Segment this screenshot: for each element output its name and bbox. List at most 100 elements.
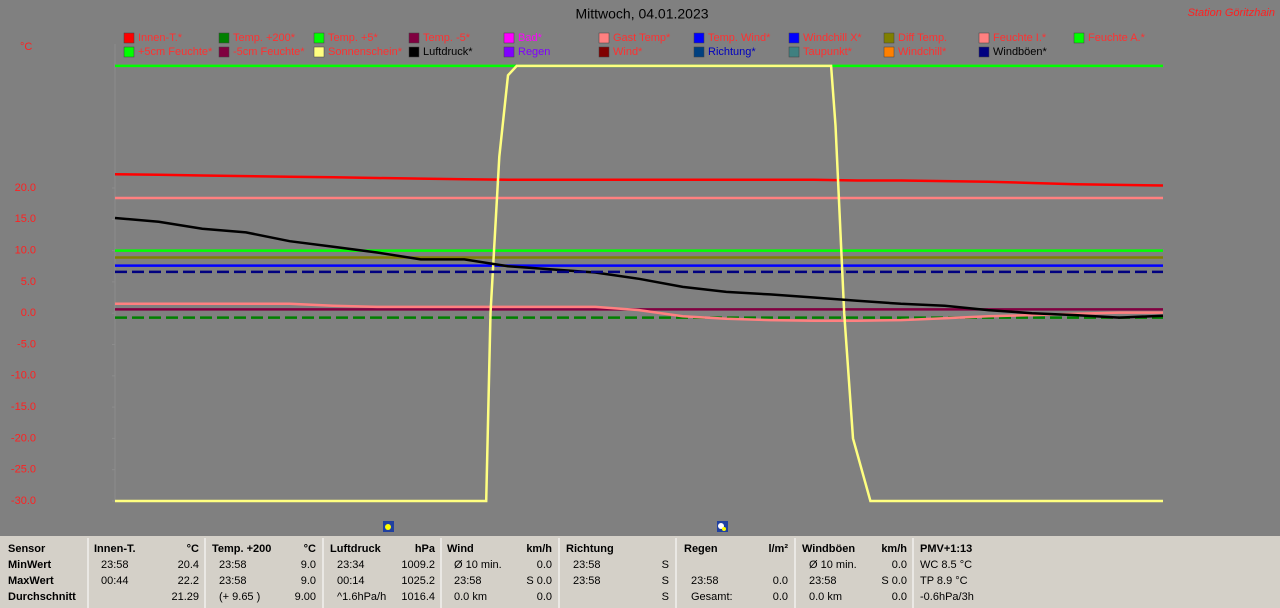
legend-label: Windböen*: [993, 46, 1048, 58]
legend-swatch: [313, 46, 325, 58]
series-line: [115, 64, 1163, 503]
y-tick-label: 5.0: [21, 276, 36, 288]
legend-label: Diff Temp.: [898, 32, 947, 44]
legend-swatch: [978, 32, 990, 44]
table-cell: Gesamt:: [691, 591, 733, 603]
table-cell: WC 8.5 °C: [920, 559, 972, 571]
legend-swatch: [693, 32, 705, 44]
table-cell: 9.00: [295, 591, 316, 603]
table-cell: ^1.6hPa/h: [337, 591, 386, 603]
table-unit: l/m²: [768, 543, 788, 555]
legend-label: Temp. +5*: [328, 32, 379, 44]
legend-label: Gast Temp*: [613, 32, 671, 44]
legend-label: Windchill X*: [803, 32, 862, 44]
table-header: Luftdruck: [330, 543, 382, 555]
legend-label: Temp. +200*: [233, 32, 296, 44]
legend-swatch: [218, 46, 230, 58]
table-cell: 0.0: [892, 559, 907, 571]
legend-label: Luftdruck*: [423, 46, 473, 58]
legend-label: Taupunkt*: [803, 46, 853, 58]
legend-swatch: [503, 46, 515, 58]
table-cell: 23:58: [573, 575, 601, 587]
table-cell: 23:58: [809, 575, 837, 587]
table-cell: 0.0 km: [454, 591, 487, 603]
legend-label: Regen: [518, 46, 550, 58]
table-cell: (+ 9.65 ): [219, 591, 260, 603]
legend-label: -5cm Feuchte*: [233, 46, 305, 58]
table-cell: 1009.2: [401, 559, 435, 571]
legend-swatch: [1073, 32, 1085, 44]
table-cell: TP 8.9 °C: [920, 575, 968, 587]
table-cell: MaxWert: [8, 575, 54, 587]
sun-icon: [383, 521, 394, 532]
table-cell: 23:58: [219, 575, 247, 587]
table-unit: °C: [304, 543, 316, 555]
table-header: PMV+1:13: [920, 543, 972, 555]
series-line: [114, 172, 1164, 187]
legend-swatch: [598, 46, 610, 58]
legend-swatch: [408, 32, 420, 44]
table-unit: km/h: [881, 543, 907, 555]
y-tick-label: 0.0: [21, 307, 36, 319]
table-cell: S: [662, 591, 669, 603]
moon-icon: [717, 521, 728, 532]
legend-label: +5cm Feuchte*: [138, 46, 213, 58]
table-cell: S 0.0: [526, 575, 552, 587]
table-cell: Durchschnitt: [8, 591, 76, 603]
table-cell: Ø 10 min.: [809, 559, 857, 571]
legend-label: Innen-T.*: [138, 32, 183, 44]
y-tick-label: 10.0: [15, 244, 36, 256]
table-cell: Ø 10 min.: [454, 559, 502, 571]
table-cell: 23:58: [219, 559, 247, 571]
legend-swatch: [313, 32, 325, 44]
table-cell: 23:58: [454, 575, 482, 587]
table-unit: hPa: [415, 543, 436, 555]
table-cell: 1016.4: [401, 591, 435, 603]
table-cell: 00:14: [337, 575, 365, 587]
table-cell: 0.0: [773, 575, 788, 587]
table-cell: 20.4: [178, 559, 199, 571]
chart-title: Mittwoch, 04.01.2023: [575, 6, 708, 22]
table-header: Sensor: [8, 543, 46, 555]
table-background: [0, 536, 1280, 608]
table-unit: °C: [187, 543, 199, 555]
table-header: Windböen: [802, 543, 855, 555]
table-header: Wind: [447, 543, 474, 555]
table-cell: 0.0: [892, 591, 907, 603]
table-cell: 9.0: [301, 575, 316, 587]
legend-swatch: [598, 32, 610, 44]
table-cell: 21.29: [171, 591, 199, 603]
legend-swatch: [978, 46, 990, 58]
legend-label: Windchill*: [898, 46, 947, 58]
series-line: [115, 302, 1163, 322]
table-cell: 23:58: [691, 575, 719, 587]
table-cell: 23:58: [101, 559, 129, 571]
y-tick-label: -15.0: [11, 401, 36, 413]
stats-table: Sensor MinWert MaxWert Durchschnitt Innen-T.…: [8, 538, 974, 608]
legend-swatch: [503, 32, 515, 44]
table-cell: 0.0: [537, 559, 552, 571]
table-cell: 9.0: [301, 559, 316, 571]
table-cell: 0.0: [773, 591, 788, 603]
series-line: [114, 216, 1164, 319]
table-cell: 23:58: [573, 559, 601, 571]
table-cell: 00:44: [101, 575, 129, 587]
legend-swatch: [883, 46, 895, 58]
table-cell: 23:34: [337, 559, 365, 571]
table-cell: S: [662, 575, 669, 587]
table-cell: S 0.0: [881, 575, 907, 587]
legend-label: Richtung*: [708, 46, 756, 58]
legend-label: Temp. -5*: [423, 32, 471, 44]
legend-label: Feuchte A.*: [1088, 32, 1146, 44]
y-tick-label: 15.0: [15, 213, 36, 225]
legend-swatch: [408, 46, 420, 58]
legend-swatch: [788, 32, 800, 44]
table-cell: -0.6hPa/3h: [920, 591, 974, 603]
legend-swatch: [883, 32, 895, 44]
y-tick-label: -5.0: [17, 338, 36, 350]
y-tick-label: -25.0: [11, 464, 36, 476]
table-cell: S: [662, 559, 669, 571]
y-tick-label: -30.0: [11, 495, 36, 507]
